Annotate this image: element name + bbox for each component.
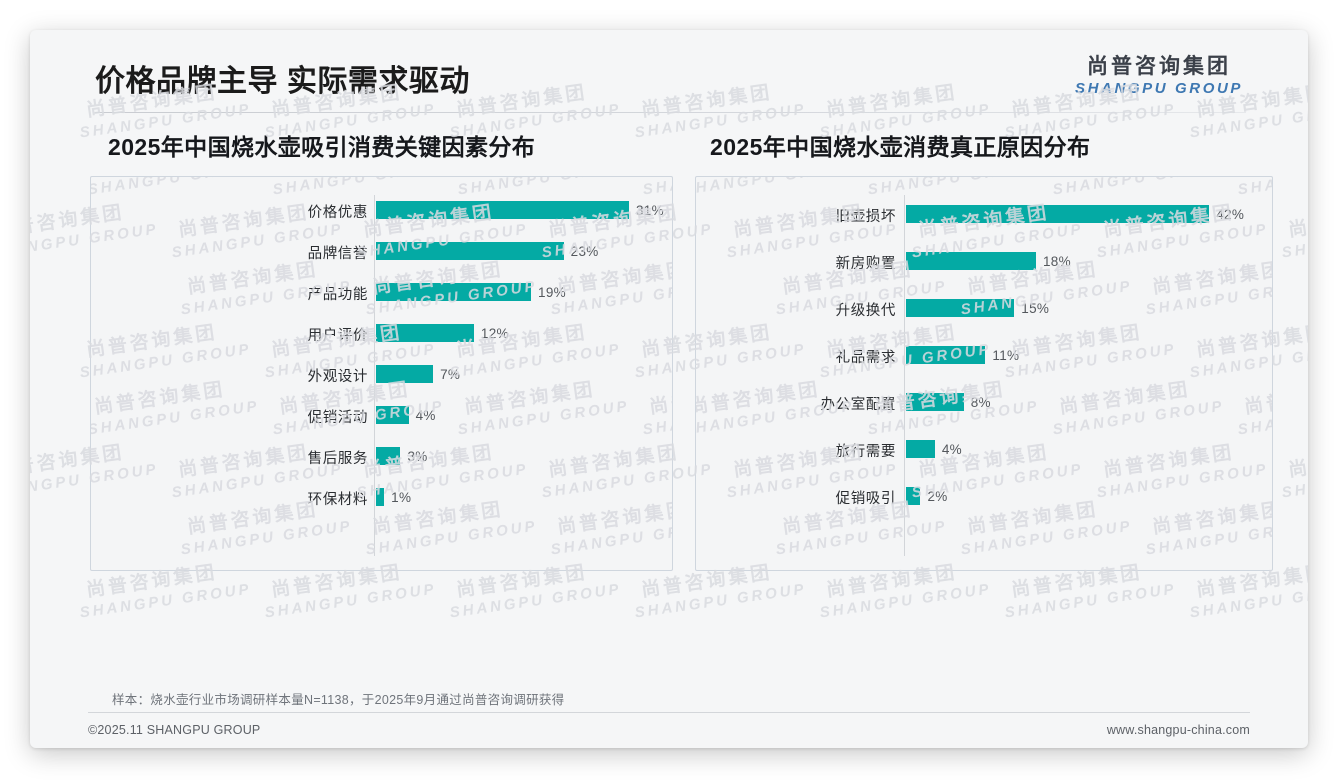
- bar-row: 价格优惠 31%: [91, 199, 672, 221]
- bar-value-label: 18%: [1042, 254, 1071, 269]
- bar-value-label: 1%: [391, 490, 412, 505]
- chart-axis-line: [904, 195, 905, 556]
- bar-row: 品牌信誉 23%: [91, 240, 672, 262]
- bar-row: 旅行需要 4%: [696, 438, 1272, 460]
- bar-rect: [906, 252, 1036, 270]
- bar-row: 环保材料 1%: [91, 486, 672, 508]
- bar-value-label: 31%: [635, 203, 664, 218]
- bar-value-label: 4%: [941, 442, 962, 457]
- bar-rect: [906, 393, 964, 411]
- bar-value-label: 4%: [415, 408, 436, 423]
- bar-rect: [906, 205, 1210, 223]
- bar-value-label: 19%: [538, 285, 566, 300]
- bar-row: 新房购置 18%: [696, 250, 1272, 272]
- bar-chart-left: 价格优惠 31% 品牌信誉 23% 产品功能 19% 用户评价 12% 外观设计 7% 促销活动 4%…: [91, 177, 672, 570]
- bar-value-label: 42%: [1216, 207, 1245, 222]
- footer-divider: [88, 712, 1250, 713]
- bar-category-label: 旧壶损坏: [835, 209, 896, 225]
- sample-footnote: 样本：烧水壶行业市场调研样本量N=1138，于2025年9月通过尚普咨询调研获得: [112, 693, 565, 707]
- brand-logo-en: SHANGPU GROUP: [1075, 80, 1243, 97]
- slide-header: 价格品牌主导 实际需求驱动 尚普咨询集团 SHANGPU GROUP: [30, 30, 1308, 118]
- bar-row: 外观设计 7%: [91, 363, 672, 385]
- bar-row: 升级换代 15%: [696, 297, 1272, 319]
- bar-row: 用户评价 12%: [91, 322, 672, 344]
- bar-rect: [376, 488, 385, 506]
- bar-value-label: 12%: [480, 326, 509, 341]
- slide-canvas: 价格品牌主导 实际需求驱动 尚普咨询集团 SHANGPU GROUP 2025年…: [30, 30, 1308, 748]
- bar-rect: [376, 242, 564, 260]
- bar-value-label: 23%: [570, 244, 599, 259]
- bar-rect: [376, 324, 474, 342]
- bar-rect: [376, 201, 629, 219]
- slide-footer: ©2025.11 SHANGPU GROUP www.shangpu-china…: [30, 712, 1308, 748]
- bar-row: 产品功能 19%: [91, 281, 672, 303]
- bar-category-label: 升级换代: [835, 303, 896, 319]
- bar-category-label: 新房购置: [835, 256, 896, 272]
- page-title: 价格品牌主导 实际需求驱动: [95, 65, 470, 98]
- brand-logo-cn: 尚普咨询集团: [1087, 55, 1231, 78]
- bar-rect: [376, 447, 401, 465]
- bar-rect: [376, 365, 434, 383]
- bar-category-label: 产品功能: [307, 287, 368, 303]
- bar-category-label: 办公室配置: [820, 397, 896, 413]
- bar-category-label: 旅行需要: [835, 444, 896, 460]
- footer-copyright: ©2025.11 SHANGPU GROUP: [88, 723, 261, 737]
- bar-category-label: 环保材料: [307, 492, 368, 508]
- bar-category-label: 品牌信誉: [307, 246, 368, 262]
- bar-row: 促销吸引 2%: [696, 485, 1272, 507]
- bar-rect: [906, 440, 935, 458]
- bar-value-label: 7%: [440, 367, 461, 382]
- bar-row: 旧壶损坏 42%: [696, 203, 1272, 225]
- bar-rect: [376, 283, 532, 301]
- bar-row: 售后服务 3%: [91, 445, 672, 467]
- bar-category-label: 外观设计: [307, 369, 368, 385]
- bar-category-label: 礼品需求: [835, 350, 896, 366]
- bar-row: 促销活动 4%: [91, 404, 672, 426]
- bar-category-label: 用户评价: [307, 328, 368, 344]
- header-divider: [95, 112, 1246, 113]
- brand-logo: 尚普咨询集团 SHANGPU GROUP: [1075, 56, 1243, 96]
- bar-rect: [376, 406, 409, 424]
- bar-value-label: 3%: [407, 449, 428, 464]
- chart-title-left: 2025年中国烧水壶吸引消费关键因素分布: [108, 134, 536, 160]
- bar-category-label: 促销吸引: [835, 491, 896, 507]
- bar-value-label: 2%: [927, 489, 948, 504]
- footer-website: www.shangpu-china.com: [1106, 723, 1250, 737]
- bar-category-label: 价格优惠: [307, 205, 368, 221]
- bar-rect: [906, 299, 1015, 317]
- bar-value-label: 8%: [970, 395, 991, 410]
- bar-rect: [906, 346, 986, 364]
- bar-row: 礼品需求 11%: [696, 344, 1272, 366]
- chart-axis-line: [374, 195, 375, 556]
- bar-category-label: 售后服务: [307, 451, 368, 467]
- bar-chart-right: 旧壶损坏 42% 新房购置 18% 升级换代 15% 礼品需求 11% 办公室配置 8% 旅行需要 4…: [696, 177, 1272, 570]
- bar-value-label: 15%: [1021, 301, 1050, 316]
- bar-rect: [906, 487, 921, 505]
- bar-category-label: 促销活动: [307, 410, 368, 426]
- chart-title-right: 2025年中国烧水壶消费真正原因分布: [710, 134, 1091, 160]
- bar-row: 办公室配置 8%: [696, 391, 1272, 413]
- bar-value-label: 11%: [992, 348, 1020, 363]
